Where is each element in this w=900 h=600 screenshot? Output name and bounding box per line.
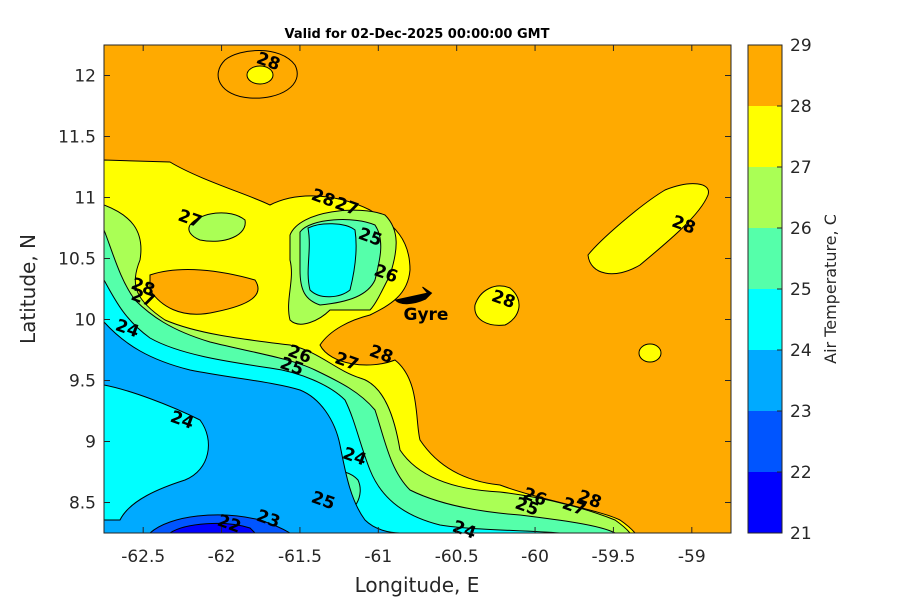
x-tick-label: -61 — [364, 547, 392, 567]
colorbar-swatch — [748, 350, 782, 411]
station-label: Gyre — [404, 305, 449, 325]
colorbar-swatch — [748, 167, 782, 228]
colorbar-tick-label: 25 — [790, 280, 812, 300]
region-cyan-patch — [104, 384, 209, 521]
y-tick-label: 12 — [74, 67, 96, 87]
contour-28-north — [217, 50, 298, 99]
x-tick-label: -59 — [678, 547, 706, 567]
colorbar-tick-label: 24 — [790, 341, 812, 361]
colorbar-label: Air Temperature, C — [821, 214, 840, 364]
y-tick-label: 9.5 — [69, 372, 96, 392]
y-axis-label: Latitude, N — [16, 234, 40, 344]
ship-icon — [394, 286, 433, 305]
x-tick-label: -61.5 — [278, 547, 322, 567]
colorbar-tick-label: 21 — [790, 524, 812, 544]
y-tick-label: 9 — [85, 433, 96, 453]
contour-map — [104, 45, 731, 533]
colorbar-swatch — [748, 228, 782, 289]
colorbar-tick-label: 23 — [790, 402, 812, 422]
x-axis-label: Longitude, E — [355, 573, 480, 597]
y-tick-label: 10.5 — [58, 250, 96, 270]
y-tick-label: 10 — [74, 311, 96, 331]
region-east-small — [638, 343, 662, 363]
x-tick-label: -59.5 — [591, 547, 635, 567]
x-tick-label: -60.5 — [435, 547, 479, 567]
x-axis: -62.5 -62 -61.5 -61 -60.5 -60 -59.5 -59 — [121, 45, 706, 567]
colorbar-swatch — [748, 472, 782, 533]
y-axis: 8.5 9 9.5 10 10.5 11 11.5 12 — [58, 67, 731, 514]
colorbar-swatch — [748, 411, 782, 472]
colorbar-tick-label: 29 — [790, 36, 812, 56]
colorbar-tick-label: 22 — [790, 463, 812, 483]
x-tick-label: -60 — [521, 547, 549, 567]
colorbar-tick-label: 26 — [790, 219, 812, 239]
colorbar-tick-label: 28 — [790, 97, 812, 117]
colorbar-swatch — [748, 289, 782, 350]
region-orange-patch — [149, 269, 259, 315]
y-tick-label: 11.5 — [58, 128, 96, 148]
region-gyre-yellow — [474, 285, 520, 326]
colorbar-tick-label: 27 — [790, 158, 812, 178]
y-tick-label: 8.5 — [69, 494, 96, 514]
chart-title: Valid for 02-Dec-2025 00:00:00 GMT — [285, 27, 550, 42]
region-inland-cyan — [307, 223, 357, 298]
y-tick-label: 11 — [74, 189, 96, 209]
region-21 — [169, 522, 256, 533]
colorbar-swatch — [748, 106, 782, 167]
plot-frame — [103, 44, 732, 534]
x-tick-label: -62 — [208, 547, 236, 567]
region-island-north — [246, 65, 274, 85]
station-marker: Gyre — [394, 286, 449, 325]
colorbar-swatch — [748, 45, 782, 106]
colorbar: 21 22 23 24 25 26 27 28 29 — [747, 36, 812, 544]
region-east-yellow — [587, 183, 709, 275]
region-green-bump — [188, 212, 246, 242]
x-tick-label: -62.5 — [121, 547, 165, 567]
